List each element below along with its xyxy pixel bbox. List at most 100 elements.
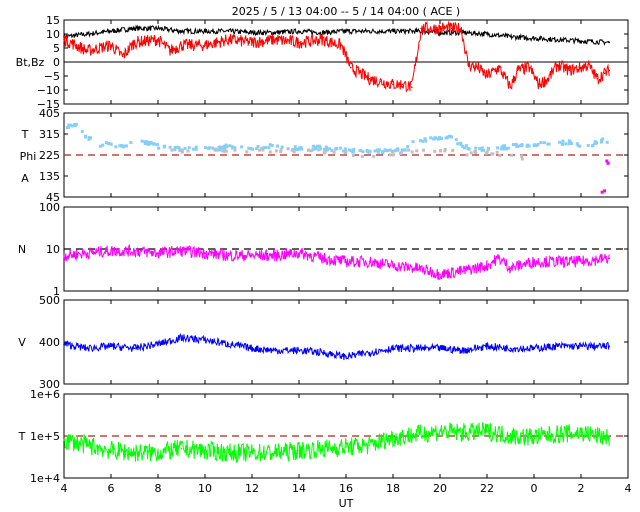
data-point	[520, 157, 524, 161]
data-point	[298, 30, 300, 32]
data-point	[401, 83, 404, 86]
y-label: V	[18, 336, 26, 349]
data-point	[400, 150, 404, 154]
data-point	[279, 150, 283, 154]
y-label-a: A	[21, 172, 29, 185]
data-point	[129, 141, 133, 145]
data-point	[274, 451, 277, 454]
data-point	[280, 145, 284, 149]
data-point	[311, 144, 315, 148]
x-tick-label: 4	[625, 482, 632, 495]
data-point	[368, 444, 371, 447]
y-label-phi: Phi	[20, 150, 37, 163]
panel-4: 500 400 300 V	[18, 294, 629, 391]
panel-5: 4 6 8 10 12 14 16 18 20 22 0 2 4 1e+6 1e+5 1e+4 T	[18, 388, 632, 495]
data-point	[388, 153, 392, 157]
y-label: T	[18, 430, 26, 443]
data-point	[168, 145, 172, 149]
data-point	[63, 343, 65, 345]
data-point	[74, 44, 77, 46]
data-point	[424, 139, 428, 143]
data-point	[261, 148, 265, 152]
data-point	[502, 147, 506, 151]
series-line-bz	[63, 20, 610, 93]
data-point	[537, 83, 540, 86]
x-axis-label: UT	[339, 497, 354, 510]
data-point	[361, 150, 365, 154]
data-point	[462, 270, 465, 272]
y-tick-label: −15	[37, 98, 60, 111]
data-point	[143, 142, 147, 146]
data-point	[267, 146, 271, 150]
data-point	[482, 148, 486, 152]
data-point	[608, 41, 610, 44]
data-point	[349, 66, 352, 69]
data-point	[275, 144, 279, 148]
data-point	[415, 347, 418, 350]
data-point	[328, 147, 332, 151]
data-point	[168, 50, 171, 52]
data-point	[377, 148, 381, 152]
data-point	[80, 129, 84, 133]
data-point	[533, 347, 535, 350]
data-point	[509, 86, 512, 88]
data-point	[323, 147, 327, 151]
data-point	[157, 252, 159, 254]
data-point	[86, 50, 89, 52]
data-point	[376, 150, 380, 154]
data-point	[456, 142, 460, 146]
data-point	[561, 139, 565, 143]
data-point	[293, 145, 297, 149]
data-point	[286, 147, 290, 151]
y-tick-label: 1e+6	[30, 388, 60, 401]
data-point	[194, 145, 198, 149]
data-point	[180, 447, 183, 450]
x-tick-label: 16	[339, 482, 353, 495]
data-point	[321, 38, 324, 41]
data-point	[514, 142, 518, 146]
data-point	[313, 145, 317, 149]
data-point	[86, 252, 89, 254]
data-point	[173, 145, 177, 149]
data-point	[605, 159, 609, 163]
data-point	[321, 447, 324, 450]
data-point	[429, 27, 432, 30]
data-point	[474, 146, 478, 150]
data-point	[525, 144, 529, 148]
data-point	[225, 145, 229, 149]
data-point	[114, 145, 118, 149]
data-point	[251, 41, 253, 44]
x-tick-label: 20	[433, 482, 447, 495]
data-point	[211, 146, 215, 150]
data-point	[298, 349, 300, 352]
data-point	[516, 144, 520, 148]
data-point	[505, 146, 509, 150]
data-point	[398, 152, 402, 156]
data-point	[500, 147, 504, 151]
data-point	[342, 149, 346, 153]
data-point	[89, 136, 93, 140]
chart-title: 2025 / 5 / 13 04:00 -- 5 / 14 04:00 ( AC…	[232, 5, 460, 18]
data-point	[596, 78, 599, 80]
data-point	[86, 444, 89, 447]
data-point	[509, 435, 512, 437]
data-point	[110, 44, 112, 46]
data-point	[578, 144, 582, 148]
data-point	[498, 154, 502, 158]
data-point	[332, 150, 336, 154]
data-point	[459, 142, 463, 146]
data-point	[191, 147, 195, 151]
x-tick-label: 10	[198, 482, 212, 495]
data-point	[454, 138, 458, 142]
data-point	[462, 431, 465, 434]
data-point	[352, 150, 356, 154]
data-point	[388, 148, 392, 152]
data-point	[157, 146, 161, 150]
data-point	[580, 260, 582, 263]
data-point	[400, 148, 404, 152]
data-point	[506, 146, 510, 150]
data-point	[162, 145, 166, 149]
data-point	[392, 83, 394, 86]
data-point	[439, 136, 443, 140]
